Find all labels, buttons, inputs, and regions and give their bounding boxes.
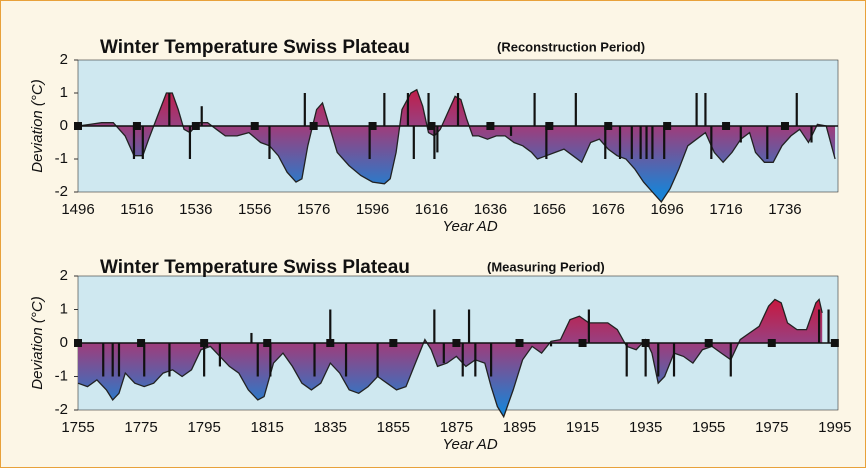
- x-tick-marker: [132, 122, 141, 130]
- x-tick-marker: [137, 339, 146, 347]
- y-tick-label: 1: [60, 84, 68, 101]
- x-tick-label: 1536: [179, 201, 212, 218]
- x-tick-label: 1736: [768, 201, 801, 218]
- x-tick-marker: [74, 122, 82, 130]
- x-tick-marker: [578, 339, 587, 347]
- y-axis-label: Deviation (°C): [29, 296, 46, 390]
- x-tick-marker: [545, 122, 554, 130]
- y-tick-label: -2: [55, 401, 68, 418]
- x-tick-marker: [767, 339, 776, 347]
- x-tick-label: 1556: [238, 201, 271, 218]
- x-tick-marker: [663, 122, 672, 130]
- x-tick-label: 1716: [709, 201, 742, 218]
- x-tick-label: 1496: [61, 201, 94, 218]
- x-tick-marker: [641, 339, 650, 347]
- y-axis-label: Deviation (°C): [29, 79, 46, 173]
- y-tick-label: 2: [60, 51, 68, 68]
- x-tick-marker: [722, 122, 731, 130]
- x-tick-marker: [486, 122, 495, 130]
- y-tick-label: 0: [60, 117, 68, 134]
- x-tick-label: 1995: [818, 419, 851, 436]
- x-tick-marker: [830, 339, 839, 347]
- x-tick-label: 1815: [251, 419, 284, 436]
- x-tick-label: 1975: [755, 419, 788, 436]
- x-tick-label: 1875: [440, 419, 473, 436]
- x-tick-label: 1656: [533, 201, 566, 218]
- x-tick-marker: [780, 122, 789, 130]
- y-tick-label: -1: [55, 367, 68, 384]
- x-tick-marker: [326, 339, 335, 347]
- y-tick-label: 1: [60, 300, 68, 317]
- x-tick-marker: [263, 339, 272, 347]
- chart-title: Winter Temperature Swiss Plateau: [100, 257, 410, 278]
- y-tick-label: 0: [60, 334, 68, 351]
- x-tick-marker: [604, 122, 613, 130]
- x-tick-label: 1935: [629, 419, 662, 436]
- x-tick-marker: [704, 339, 713, 347]
- x-tick-marker: [389, 339, 398, 347]
- x-tick-label: 1795: [187, 419, 220, 436]
- x-tick-marker: [200, 339, 209, 347]
- x-tick-marker: [515, 339, 524, 347]
- area: [78, 89, 836, 202]
- x-tick-label: 1775: [124, 419, 157, 436]
- x-tick-label: 1516: [120, 201, 153, 218]
- x-tick-marker: [427, 122, 436, 130]
- x-axis-label: Year AD: [442, 218, 497, 235]
- x-tick-marker: [74, 339, 82, 347]
- x-tick-marker: [250, 122, 259, 130]
- x-tick-marker: [191, 122, 200, 130]
- line: [77, 88, 836, 203]
- x-tick-label: 1676: [592, 201, 625, 218]
- x-tick-label: 1955: [692, 419, 725, 436]
- chart-subtitle: (Measuring Period): [487, 259, 605, 274]
- chart-subtitle: (Reconstruction Period): [497, 39, 645, 54]
- x-tick-label: 1596: [356, 201, 389, 218]
- x-tick-marker: [368, 122, 377, 130]
- x-tick-label: 1755: [61, 419, 94, 436]
- x-tick-marker: [452, 339, 461, 347]
- y-tick-label: -2: [55, 183, 68, 200]
- y-tick-label: -1: [55, 150, 68, 167]
- x-tick-label: 1636: [474, 201, 507, 218]
- y-tick-label: 2: [60, 267, 68, 284]
- x-tick-label: 1835: [314, 419, 347, 436]
- x-tick-label: 1855: [377, 419, 410, 436]
- x-axis-label: Year AD: [442, 436, 497, 453]
- x-tick-label: 1576: [297, 201, 330, 218]
- x-tick-label: 1915: [566, 419, 599, 436]
- x-tick-label: 1895: [503, 419, 536, 436]
- area: [78, 299, 823, 417]
- x-tick-label: 1616: [415, 201, 448, 218]
- x-tick-label: 1696: [650, 201, 683, 218]
- x-tick-marker: [309, 122, 318, 130]
- chart-title: Winter Temperature Swiss Plateau: [100, 37, 410, 58]
